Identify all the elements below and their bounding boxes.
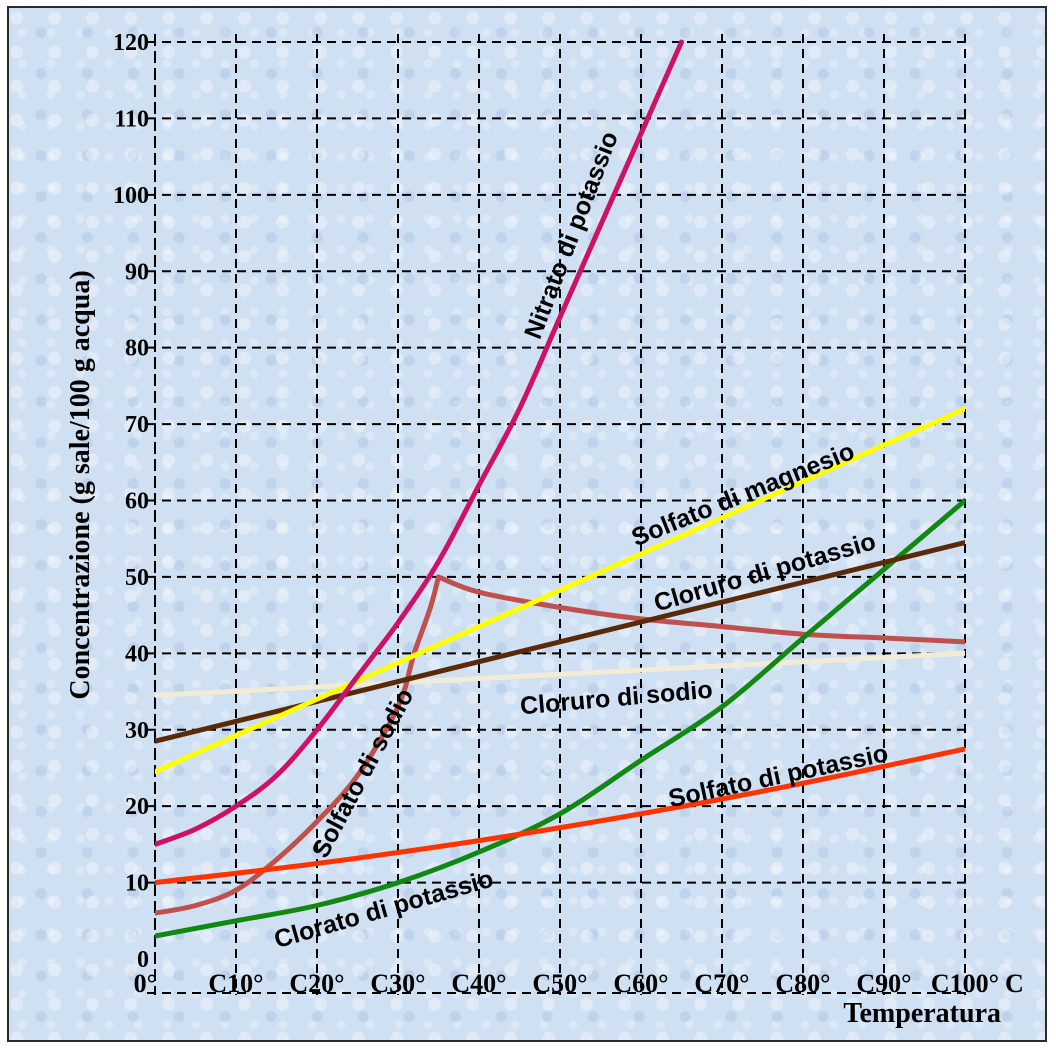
x-tick-label-7: C70° [694, 969, 749, 998]
curve-label-solfato-di-sodio: Solfato di sodio [307, 684, 420, 863]
y-tick-label-70: 70 [125, 412, 149, 438]
curve-label-nitrato-di-potassio: Nitrato di potassio [519, 128, 624, 343]
x-tick-labels: 0° C10° C20° C30° C40° C50° C60° C70° C80° C90° C1… [134, 969, 1024, 998]
series-layer [155, 39, 965, 939]
x-tick-label-11: C [1005, 969, 1024, 998]
x-tick-label-3: C30° [370, 969, 425, 998]
y-tick-labels: 0 10 20 30 40 50 60 70 80 90 100 110 120 [113, 30, 149, 973]
y-tick-label-80: 80 [125, 336, 149, 362]
x-tick-label-6: C60° [613, 969, 668, 998]
solubility-chart: 0 10 20 30 40 50 60 70 80 90 100 110 120 0° C10° C20° C… [65, 30, 1024, 1029]
x-tick-label-9: C90° [856, 969, 911, 998]
y-tick-label-110: 110 [114, 106, 149, 132]
y-tick-label-100: 100 [113, 183, 149, 209]
series-line-clorato-di-potassio [155, 498, 965, 939]
x-axis-title: Temperatura [843, 998, 1001, 1029]
series-line-cloruro-di-sodio [155, 650, 965, 698]
y-tick-label-10: 10 [125, 871, 149, 897]
curve-label-solfato-di-potassio: Solfato di potassio [666, 739, 891, 813]
x-tick-label-2: C20° [289, 969, 344, 998]
series-line-solfato-di-sodio [155, 574, 965, 916]
curve-label-cloruro-di-sodio: Cloruro di sodio [519, 676, 714, 721]
x-tick-label-8: C80° [775, 969, 830, 998]
series-line-nitrato-di-potassio [155, 39, 684, 847]
y-tick-label-40: 40 [125, 641, 149, 667]
x-tick-label-10: C100° [931, 969, 999, 998]
curve-label-solfato-di-magnesio: Solfato di magnesio [628, 437, 859, 552]
y-tick-label-20: 20 [125, 794, 149, 820]
x-tick-label-5: C50° [532, 969, 587, 998]
y-tick-label-120: 120 [113, 30, 149, 56]
x-tick-label-4: C40° [451, 969, 506, 998]
y-tick-label-0: 0 [137, 947, 149, 973]
x-tick-label-0: 0° [134, 969, 157, 998]
series-line-solfato-di-magnesio [155, 406, 965, 775]
series-line-solfato-di-potassio [155, 746, 965, 886]
y-tick-label-30: 30 [125, 718, 149, 744]
y-axis-title: Concentrazione (g sale/100 g acqua) [65, 270, 96, 699]
x-tick-label-1: C10° [208, 969, 263, 998]
y-tick-label-50: 50 [125, 565, 149, 591]
chart-frame: 0 10 20 30 40 50 60 70 80 90 100 110 120 0° C10° C20° C… [7, 6, 1047, 1042]
y-tick-label-60: 60 [125, 489, 149, 515]
series-line-cloruro-di-potassio [155, 540, 965, 744]
y-tick-label-90: 90 [125, 259, 149, 285]
grid-lines [147, 34, 969, 995]
